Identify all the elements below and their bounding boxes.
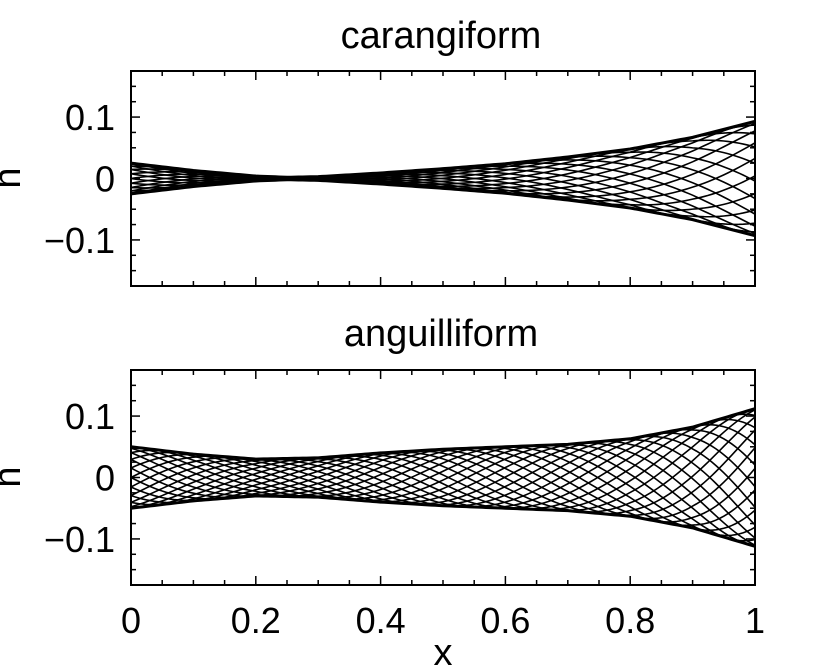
anguilliform-xtick-label: 0.2	[231, 600, 281, 641]
anguilliform-wave-curve	[130, 423, 756, 510]
carangiform-ytick-labels: 0.1 0 −0.1	[44, 97, 115, 261]
anguilliform-ytick-labels: 0.1 0 −0.1	[44, 396, 115, 560]
anguilliform-wave-curve	[130, 445, 756, 537]
anguilliform-ticks	[130, 369, 756, 585]
anguilliform-xtick-labels: 0 0.2 0.4 0.6 0.8 1	[121, 600, 765, 641]
anguilliform-wave-curve	[130, 445, 756, 532]
anguilliform-ylabel: h	[0, 466, 29, 487]
anguilliform-xtick-label: 0.4	[356, 600, 406, 641]
carangiform-ytick-label: 0.1	[65, 97, 115, 138]
anguilliform-wave-curve	[130, 428, 756, 509]
carangiform-title: carangiform	[341, 15, 542, 57]
anguilliform-wave-curve	[130, 418, 756, 510]
carangiform-ylabel: h	[0, 167, 29, 188]
anguilliform-ytick-label: 0	[95, 458, 115, 499]
anguilliform-xlabel: x	[434, 632, 453, 669]
anguilliform-plot-area	[130, 369, 756, 586]
anguilliform-envelope-lower	[130, 494, 756, 548]
carangiform-ytick-label: 0	[95, 159, 115, 200]
carangiform-plot-area	[130, 70, 756, 287]
carangiform-envelope-lower	[130, 178, 756, 238]
anguilliform-xtick-label: 1	[745, 600, 765, 641]
anguilliform-wave-curve	[130, 446, 756, 527]
carangiform-ytick-label: −0.1	[44, 220, 115, 261]
anguilliform-ytick-label: −0.1	[44, 519, 115, 560]
anguilliform-panel: anguilliform 0.10−0.1 00.20.40.60.81 h x	[0, 313, 765, 669]
carangiform-ticks	[130, 70, 756, 286]
anguilliform-xtick-label: 0.8	[605, 600, 655, 641]
anguilliform-ytick-label: 0.1	[65, 396, 115, 437]
anguilliform-xtick-label: 0.6	[480, 600, 530, 641]
carangiform-wave-curve	[130, 124, 756, 188]
carangiform-panel: carangiform 0.1 0 −0.1 h	[0, 15, 756, 287]
anguilliform-xtick-label: 0	[121, 600, 141, 641]
carangiform-curves	[130, 119, 756, 238]
anguilliform-title: anguilliform	[344, 313, 538, 355]
carangiform-envelope-upper	[130, 119, 756, 179]
anguilliform-curves	[130, 407, 756, 548]
anguilliform-envelope-upper	[130, 407, 756, 461]
